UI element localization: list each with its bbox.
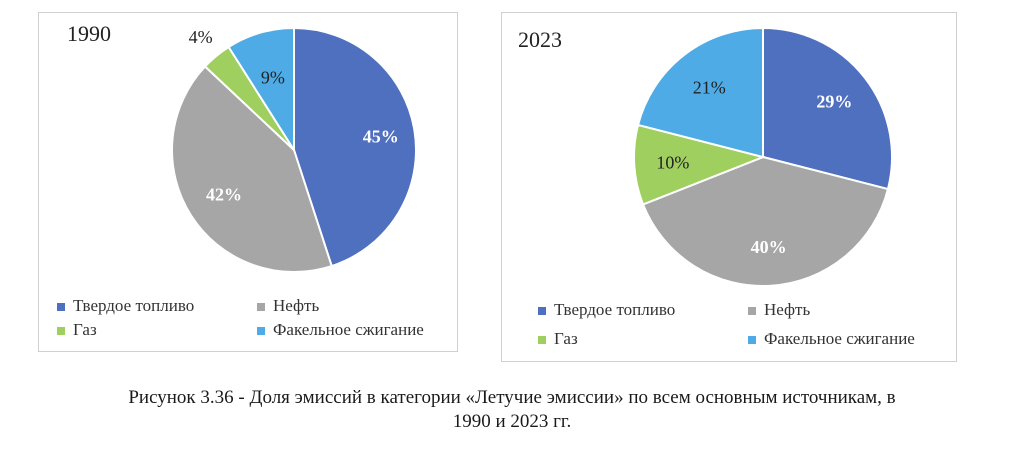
pie-slice-oil	[641, 155, 890, 287]
data-label-flaring: 9%	[261, 67, 285, 87]
legend-label-flaring: Факельное сжигание	[764, 329, 915, 348]
pie-slice-solid-fuel	[293, 26, 417, 268]
legend-label-gas: Газ	[73, 320, 97, 339]
chart-title: 1990	[67, 21, 111, 46]
legend-swatch-oil	[748, 307, 756, 315]
data-label-gas: 4%	[189, 27, 213, 47]
pie-slice-oil	[171, 65, 333, 273]
figure-caption: Рисунок 3.36 - Доля эмиссий в категории …	[0, 386, 1024, 434]
chart-title: 2023	[518, 27, 562, 52]
legend-swatch-flaring	[257, 327, 265, 335]
caption-line-1: Рисунок 3.36 - Доля эмиссий в категории …	[128, 387, 896, 408]
chart-1990: 1990 45% 42% 4% 9% Твердое топливо Нефть Газ Фак…	[38, 12, 458, 352]
chart-2023: 2023 29% 40% 10% 21% Твердое топливо Нефть Газ Ф…	[501, 12, 957, 362]
pie-chart-2023-svg: 2023 29% 40% 10% 21% Твердое топливо Нефть Газ Ф…	[518, 26, 915, 348]
legend-swatch-gas	[57, 327, 65, 335]
pie-slice-flaring	[227, 26, 295, 154]
legend-swatch-oil	[257, 303, 265, 311]
legend-swatch-gas	[538, 336, 546, 344]
legend-label-solid-fuel: Твердое топливо	[73, 296, 194, 315]
legend-swatch-flaring	[748, 336, 756, 344]
pie-slice-flaring	[636, 26, 764, 159]
data-label-flaring: 21%	[693, 78, 726, 98]
data-label-oil: 42%	[206, 184, 242, 204]
data-label-gas: 10%	[656, 153, 689, 173]
data-label-solid-fuel: 29%	[816, 92, 852, 112]
legend-label-oil: Нефть	[764, 300, 810, 319]
legend-swatch-solid-fuel	[57, 303, 65, 311]
pie-chart-1990-svg: 1990 45% 42% 4% 9% Твердое топливо Нефть Газ Фак…	[57, 21, 424, 339]
pie-slice-gas	[633, 123, 767, 206]
pie-slice-solid-fuel	[762, 26, 893, 191]
legend-label-oil: Нефть	[273, 296, 319, 315]
legend-label-flaring: Факельное сжигание	[273, 320, 424, 339]
data-label-solid-fuel: 45%	[363, 126, 399, 146]
data-label-oil: 40%	[751, 237, 787, 257]
caption-line-2: 1990 и 2023 гг.	[452, 411, 572, 432]
legend-swatch-solid-fuel	[538, 307, 546, 315]
legend-label-solid-fuel: Твердое топливо	[554, 300, 675, 319]
legend-label-gas: Газ	[554, 329, 578, 348]
